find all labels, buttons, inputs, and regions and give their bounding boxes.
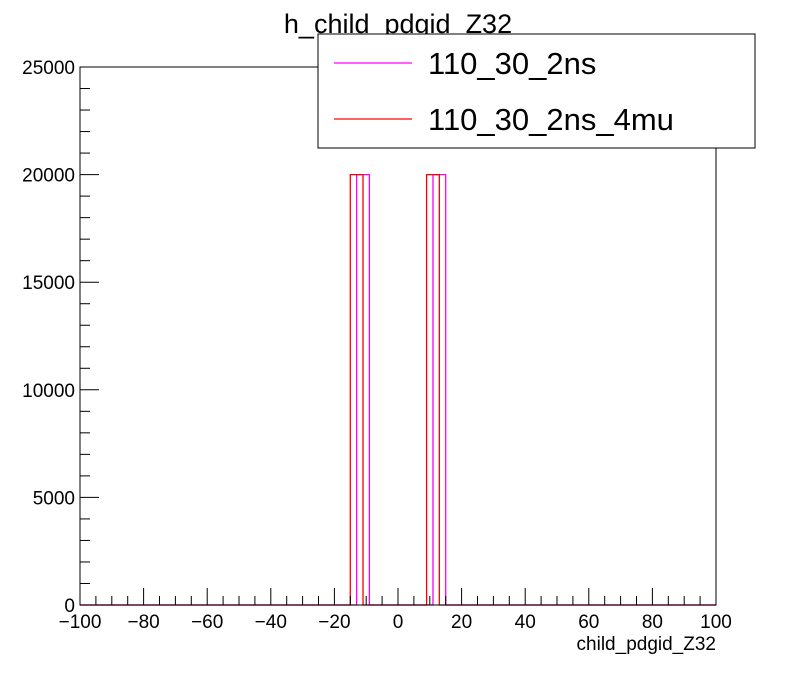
y-tick-label: 15000	[22, 273, 75, 294]
x-tick-label: 80	[642, 612, 663, 633]
x-tick-label: −60	[191, 612, 223, 633]
legend-label-0: 110_30_2ns	[428, 46, 596, 81]
x-tick-label: 60	[578, 612, 599, 633]
x-tick-label: 40	[515, 612, 536, 633]
legend-box	[317, 33, 756, 149]
legend-label-1: 110_30_2ns_4mu	[428, 102, 674, 137]
x-tick-label: −100	[59, 612, 102, 633]
y-tick-label: 5000	[33, 488, 75, 509]
y-tick-label: 10000	[22, 381, 75, 402]
y-tick-label: 20000	[22, 166, 75, 187]
x-tick-label: −20	[318, 612, 350, 633]
x-tick-label: −40	[255, 612, 287, 633]
y-tick-label: 0	[64, 596, 75, 617]
legend: 110_30_2ns 110_30_2ns_4mu	[317, 33, 756, 149]
x-axis-title: child_pdgid_Z32	[577, 634, 716, 655]
y-tick-label: 25000	[22, 58, 75, 79]
x-tick-label: −80	[127, 612, 159, 633]
x-tick-label: 20	[451, 612, 472, 633]
x-tick-label: 100	[700, 612, 732, 633]
x-tick-label: 0	[393, 612, 404, 633]
plot-area: −100 −80 −60 −40 −20 0 20 40 60 80 100 0 5000 10000 15…	[22, 58, 732, 633]
